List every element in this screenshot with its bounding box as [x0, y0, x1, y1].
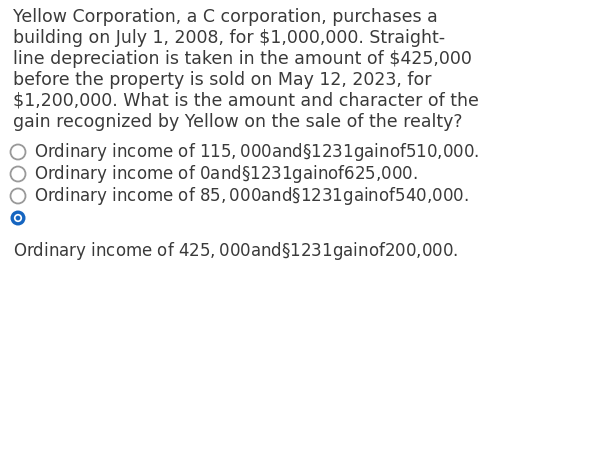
- Text: before the property is sold on May 12, 2023, for: before the property is sold on May 12, 2…: [13, 71, 432, 89]
- Text: Ordinary income of $425,000 and § 1231 gain of $200,000.: Ordinary income of $425,000 and § 1231 g…: [13, 240, 458, 262]
- Text: building on July 1, 2008, for $1,000,000. Straight-: building on July 1, 2008, for $1,000,000…: [13, 29, 445, 47]
- Circle shape: [14, 214, 22, 222]
- Text: $1,200,000. What is the amount and character of the: $1,200,000. What is the amount and chara…: [13, 92, 479, 110]
- Text: Ordinary income of $0 and § 1231 gain of $625,000.: Ordinary income of $0 and § 1231 gain of…: [34, 163, 418, 185]
- Text: Yellow Corporation, a C corporation, purchases a: Yellow Corporation, a C corporation, pur…: [13, 8, 438, 26]
- Circle shape: [15, 216, 21, 221]
- Text: Ordinary income of $115,000 and § 1231 gain of $510,000.: Ordinary income of $115,000 and § 1231 g…: [34, 141, 479, 163]
- Text: gain recognized by Yellow on the sale of the realty?: gain recognized by Yellow on the sale of…: [13, 113, 462, 131]
- Text: Ordinary income of $85,000 and § 1231 gain of $540,000.: Ordinary income of $85,000 and § 1231 ga…: [34, 185, 469, 207]
- Text: line depreciation is taken in the amount of $425,000: line depreciation is taken in the amount…: [13, 50, 472, 68]
- Circle shape: [11, 211, 25, 226]
